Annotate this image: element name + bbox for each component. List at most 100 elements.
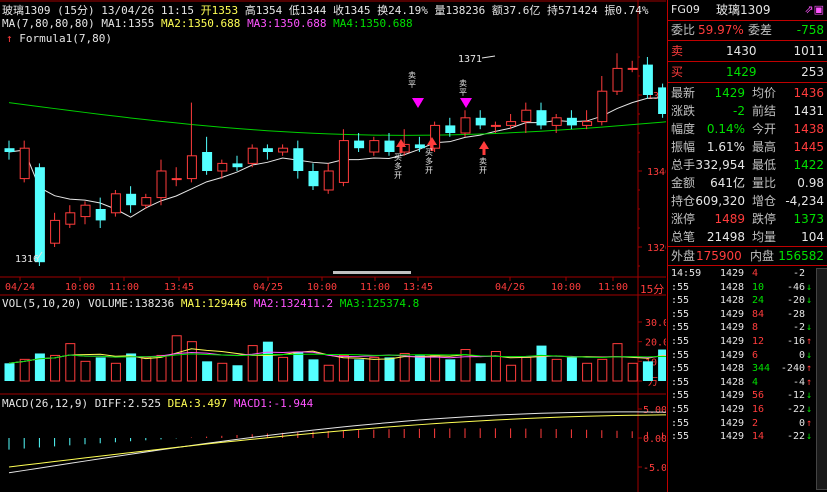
time-axis-label: 10:00: [65, 282, 95, 293]
tick-change: -22: [786, 404, 805, 415]
candle-body: [65, 212, 76, 225]
tick-price: 1429: [720, 431, 745, 443]
tick-time: :55: [671, 281, 690, 293]
contract-name: 玻璃1309: [2, 4, 51, 17]
candle-body: [445, 125, 456, 133]
sell1-volume: 1011: [793, 44, 824, 58]
ma3-value: MA3:1350.688: [247, 17, 327, 30]
buy1-volume: 253: [801, 65, 824, 79]
tick-volume: 24: [752, 295, 765, 307]
signal-text: 平: [459, 88, 467, 97]
volume-bar: [50, 354, 61, 382]
volume-bar: [445, 359, 456, 381]
volume-bar: [490, 351, 501, 382]
candle-body: [232, 163, 243, 168]
quote-label: 涨跌: [671, 104, 696, 118]
macd-value: MACD1:-1.944: [233, 397, 314, 410]
sell1-row[interactable]: 卖 1430 1011: [668, 42, 827, 60]
tick-time: :55: [671, 404, 690, 415]
quote-value: 21498: [706, 230, 745, 244]
quote-value: 104: [801, 230, 824, 244]
volume-bar: [642, 361, 653, 381]
buy1-row[interactable]: 买 1429 253: [668, 63, 827, 81]
macd-diff: DIFF:2.525: [94, 397, 161, 410]
tick-change: -12: [786, 390, 805, 402]
volume-bar: [4, 363, 15, 381]
volume-bar: [354, 359, 365, 381]
volume-bar: [323, 364, 334, 382]
down-arrow-icon: ↓: [806, 390, 813, 402]
tick-price: 1429: [720, 322, 745, 334]
down-arrow-icon: ↓: [806, 281, 813, 293]
volume-bar: [521, 356, 532, 382]
down-arrow-icon: ↓: [806, 322, 813, 334]
tick-price: 1429: [720, 390, 745, 402]
quote-label: 最新: [671, 86, 696, 100]
tick-change: -22: [786, 431, 805, 443]
low-price-mark: 1316: [15, 254, 39, 265]
tick-time: :55: [671, 336, 690, 347]
volume-bar: [430, 354, 441, 382]
tick-price: 1428: [720, 376, 745, 388]
sell-signal-icon: [460, 98, 472, 108]
volume-bar: [19, 358, 30, 382]
tick-scrollbar[interactable]: [816, 268, 827, 490]
tick-price: 1429: [720, 417, 745, 429]
tick-row: :55 1429 12 -16 ↑: [668, 335, 827, 348]
quote-label: 增仓: [752, 194, 777, 208]
tick-time: :55: [671, 308, 690, 320]
volume-bar: [506, 364, 517, 382]
quote-code: FG09: [671, 3, 700, 16]
tick-change: -2: [792, 268, 805, 279]
tick-price: 1429: [720, 404, 745, 415]
tick-price: 1428: [720, 281, 745, 293]
quote-value: 1373: [793, 212, 824, 226]
weather-icon[interactable]: ⇗▣: [804, 3, 824, 16]
quote-panel: FG09 玻璃1309 ⇗▣ 委比 59.97% 委差 -758 卖 1430 …: [667, 0, 827, 492]
candle-body: [202, 152, 213, 171]
tick-row: :55 1428 344 -240 ↑: [668, 362, 827, 375]
signal-text: 卖: [408, 71, 416, 80]
quote-row: 总手 332,954 最低 1422: [668, 156, 827, 174]
tick-price: 1428: [720, 363, 745, 375]
volume-bar: [262, 341, 273, 381]
time-axis-label: 04/26: [495, 282, 525, 293]
volume-bar: [171, 335, 182, 382]
tick-row: :55 1429 8 -2 ↓: [668, 321, 827, 334]
bar-high: 高1354: [244, 4, 283, 17]
candle-body: [50, 219, 61, 244]
quote-value: 1436: [793, 86, 824, 100]
quote-row: 涨停 1489 跌停 1373: [668, 210, 827, 228]
tick-volume: 2: [752, 417, 759, 429]
tick-volume: 16: [752, 404, 765, 415]
quote-row: 持仓 609,320 增仓 -4,234: [668, 192, 827, 210]
candle-body: [490, 124, 501, 127]
quote-label: 幅度: [671, 122, 696, 136]
tick-price: 1428: [720, 295, 745, 307]
candle-body: [141, 197, 152, 206]
bar-low: 低1344: [288, 4, 327, 17]
quote-name: 玻璃1309: [716, 3, 771, 17]
candle-body: [171, 178, 182, 181]
ma1-value: MA1:1355: [101, 17, 155, 30]
up-arrow-icon: ↑: [806, 336, 813, 347]
period-tag[interactable]: 15分: [640, 283, 665, 296]
weibi-row: 委比 59.97% 委差 -758: [671, 23, 824, 37]
quote-label: 振幅: [671, 140, 696, 154]
macd-label: MACD(26,12,9): [2, 397, 89, 410]
quote-value: 1422: [793, 158, 824, 172]
tick-volume: 14: [752, 431, 765, 443]
time-axis-label: 11:00: [109, 282, 139, 293]
signal-text: 平: [408, 80, 416, 89]
time-axis-label: 04/25: [253, 282, 283, 293]
buy-signal-icon: [427, 137, 437, 145]
candle-body: [19, 147, 30, 180]
signal-text: 卖: [459, 79, 467, 88]
volume-bar: [186, 341, 197, 382]
macd-diff-line: [8, 411, 666, 474]
up-arrow-icon: ↑: [806, 363, 813, 375]
bar-volume: 量138236: [434, 4, 486, 17]
quote-value: 1445: [793, 140, 824, 154]
